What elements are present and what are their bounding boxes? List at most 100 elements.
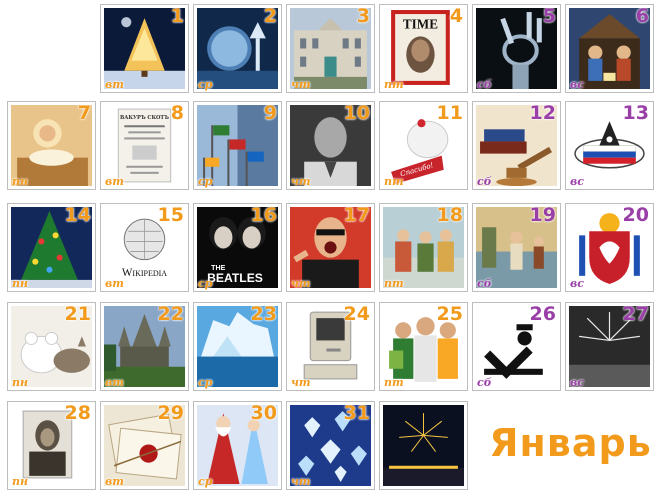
- day-tile-9[interactable]: 9 ср: [193, 101, 282, 190]
- day-tile-19[interactable]: 19 сб: [472, 203, 561, 292]
- folk-painting-picture: [383, 207, 464, 288]
- day-of-week: чт: [291, 175, 311, 188]
- day-tile-3[interactable]: 3 чт: [286, 4, 375, 93]
- retro-computer-picture: [290, 306, 371, 387]
- day-of-week: пт: [384, 277, 404, 290]
- day-tile-12[interactable]: 12 сб: [472, 101, 561, 190]
- day-of-week: вт: [105, 376, 124, 389]
- wikipedia-logo-picture: Wikipedia: [104, 207, 185, 288]
- day-tile-7[interactable]: 7 пн: [7, 101, 96, 190]
- day-number: 26: [529, 303, 556, 325]
- day-tile-13[interactable]: 13 вс: [565, 101, 654, 190]
- day-of-week: пн: [12, 277, 29, 290]
- day-number: 8: [170, 102, 184, 124]
- day-of-week: ср: [198, 277, 213, 290]
- day-tile-31[interactable]: 31 чт: [286, 401, 375, 490]
- day-tile-26[interactable]: 26 сб: [472, 302, 561, 391]
- press-emblem-picture: [569, 105, 650, 186]
- flags-picture: [197, 105, 278, 186]
- gavel-books-picture: [476, 105, 557, 186]
- diamonds-picture: [290, 405, 371, 486]
- day-number: 2: [263, 5, 277, 27]
- fireworks-tile[interactable]: [379, 401, 468, 490]
- beatles-album-picture: THE BEATLES: [197, 207, 278, 288]
- day-tile-29[interactable]: 29 вт: [100, 401, 189, 490]
- day-tile-23[interactable]: 23 ср: [193, 302, 282, 391]
- iceberg-picture: [197, 306, 278, 387]
- day-tile-14[interactable]: 14 пн: [7, 203, 96, 292]
- day-number: 30: [250, 402, 277, 424]
- day-tile-11[interactable]: Спасибо! 11 пт: [379, 101, 468, 190]
- time-magazine-cover-picture: TIME: [383, 8, 464, 89]
- day-number: 3: [356, 5, 370, 27]
- baby-manger-picture: [11, 105, 92, 186]
- day-number: 13: [622, 102, 649, 124]
- day-tile-10[interactable]: 10 чт: [286, 101, 375, 190]
- xray-hand-picture: [476, 8, 557, 89]
- day-tile-22[interactable]: 22 вт: [100, 302, 189, 391]
- day-number: 20: [622, 204, 649, 226]
- day-number: 7: [77, 102, 91, 124]
- day-number: 18: [436, 204, 463, 226]
- day-of-week: вт: [105, 277, 124, 290]
- nativity-scene-picture: [569, 8, 650, 89]
- day-number: 14: [64, 204, 91, 226]
- day-of-week: чт: [291, 475, 311, 488]
- ded-moroz-picture: [197, 405, 278, 486]
- cat-and-teddy-picture: [11, 306, 92, 387]
- day-of-week: чт: [291, 376, 311, 389]
- day-tile-17[interactable]: 17 чт: [286, 203, 375, 292]
- day-number: 19: [529, 204, 556, 226]
- day-of-week: сб: [477, 376, 492, 389]
- day-of-week: ср: [198, 78, 213, 91]
- day-tile-8[interactable]: ВАКУРЪ СКОТЪ 8 вт: [100, 101, 189, 190]
- salute-fireworks-picture: [569, 306, 650, 387]
- day-number: 16: [250, 204, 277, 226]
- day-tile-18[interactable]: 18 пт: [379, 203, 468, 292]
- day-number: 12: [529, 102, 556, 124]
- day-number: 4: [449, 5, 463, 27]
- day-tile-16[interactable]: THE BEATLES 16 ср: [193, 203, 282, 292]
- day-of-week: пт: [384, 175, 404, 188]
- day-number: 29: [157, 402, 184, 424]
- day-tile-4[interactable]: TIME 4 пт: [379, 4, 468, 93]
- customs-officer-sign-picture: [476, 306, 557, 387]
- month-title: Январь: [489, 421, 652, 465]
- sealed-letters-picture: [104, 405, 185, 486]
- day-of-week: ср: [198, 175, 213, 188]
- day-tile-5[interactable]: 5 сб: [472, 4, 561, 93]
- day-of-week: ср: [198, 376, 213, 389]
- day-number: 17: [343, 204, 370, 226]
- day-tile-28[interactable]: 28 пн: [7, 401, 96, 490]
- day-number: 27: [622, 303, 649, 325]
- book-title-text: ВАКУРЪ СКОТЪ: [120, 115, 169, 121]
- day-tile-21[interactable]: 21 пн: [7, 302, 96, 391]
- decorated-tree-picture: [11, 207, 92, 288]
- day-number: 24: [343, 303, 370, 325]
- christmas-tree-night-picture: [104, 8, 185, 89]
- day-tile-20[interactable]: 20 вс: [565, 203, 654, 292]
- thank-you-dog-picture: Спасибо!: [383, 105, 464, 186]
- day-of-week: вс: [570, 175, 584, 188]
- day-tile-25[interactable]: 25 пт: [379, 302, 468, 391]
- wikipedia-wordmark: Wikipedia: [122, 267, 167, 279]
- day-number: 9: [263, 102, 277, 124]
- day-tile-1[interactable]: 1 вт: [100, 4, 189, 93]
- screaming-man-picture: [290, 207, 371, 288]
- day-tile-2[interactable]: 2 ср: [193, 4, 282, 93]
- day-tile-15[interactable]: Wikipedia 15 вт: [100, 203, 189, 292]
- day-number: 15: [157, 204, 184, 226]
- day-number: 31: [343, 402, 370, 424]
- day-tile-27[interactable]: 27 вс: [565, 302, 654, 391]
- day-tile-6[interactable]: 6 вс: [565, 4, 654, 93]
- old-book-page-picture: ВАКУРЪ СКОТЪ: [104, 105, 185, 186]
- baptism-painting-picture: [476, 207, 557, 288]
- day-of-week: вс: [570, 277, 584, 290]
- day-of-week: вс: [570, 78, 584, 91]
- day-tile-30[interactable]: 30 ср: [193, 401, 282, 490]
- day-number: 1: [170, 5, 184, 27]
- day-of-week: пн: [12, 475, 29, 488]
- day-of-week: чт: [291, 277, 311, 290]
- day-tile-24[interactable]: 24 чт: [286, 302, 375, 391]
